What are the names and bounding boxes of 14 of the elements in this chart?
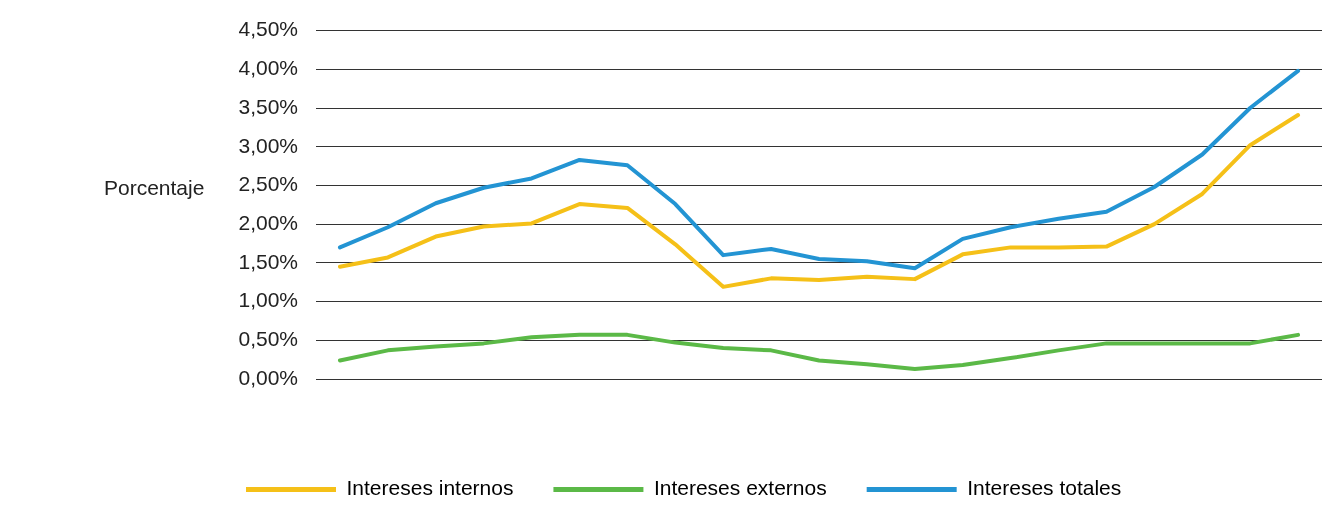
- y-tick-label: 4,00%: [238, 56, 298, 80]
- y-tick-label: 3,00%: [238, 133, 298, 157]
- y-tick-label: 2,00%: [238, 210, 298, 234]
- y-tick-label: 2,50%: [238, 172, 298, 196]
- legend-label: Intereses externos: [653, 476, 827, 500]
- y-tick-label: 0,50%: [238, 327, 298, 351]
- y-tick-label: 4,50%: [238, 17, 298, 41]
- y-tick-label: 1,50%: [238, 249, 298, 273]
- legend-label: Intereses internos: [346, 476, 514, 500]
- legend-label: Intereses totales: [967, 476, 1122, 500]
- y-tick-label: 3,50%: [238, 94, 298, 118]
- y-tick-label: 1,00%: [238, 288, 298, 312]
- y-axis-title: Porcentaje: [104, 176, 205, 200]
- y-tick-label: 0,00%: [238, 365, 298, 389]
